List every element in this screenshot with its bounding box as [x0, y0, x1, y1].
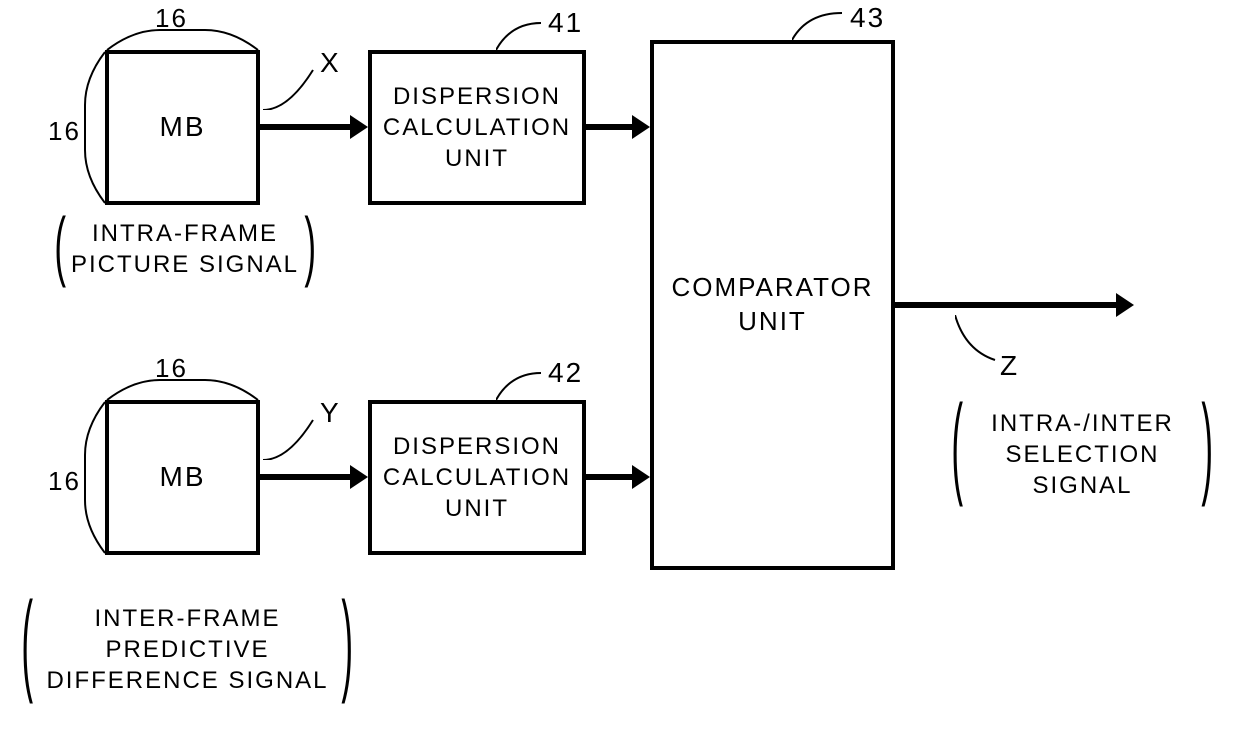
caption-mb2: INTER-FRAME PREDICTIVE DIFFERENCE SIGNAL — [35, 603, 340, 697]
mb-block-bottom: MB — [105, 400, 260, 555]
arrowhead-disp1-comp — [632, 115, 650, 139]
arrow-mb1-disp1 — [260, 124, 354, 130]
paren-left-mb2: ( — [21, 570, 34, 716]
arrow-disp1-comp — [586, 124, 636, 130]
mb-block-top: MB — [105, 50, 260, 205]
dispersion-unit-top: DISPERSION CALCULATION UNIT — [368, 50, 586, 205]
ref-number-43: 43 — [850, 0, 885, 36]
leader-y — [263, 410, 328, 460]
ref-number-42: 42 — [548, 355, 583, 391]
dim-label-mb1-left: 16 — [48, 115, 81, 149]
signal-letter-z: Z — [1000, 348, 1019, 384]
leader-42 — [496, 368, 546, 400]
leader-z — [955, 315, 1005, 370]
signal-letter-y: Y — [320, 395, 341, 431]
paren-right-output: ) — [1201, 373, 1214, 519]
paren-right-mb1: ) — [304, 195, 317, 295]
dim-label-mb2-top: 16 — [155, 352, 188, 386]
arrowhead-disp2-comp — [632, 465, 650, 489]
arrow-mb2-disp2 — [260, 474, 354, 480]
paren-left-output: ( — [951, 373, 964, 519]
leader-43 — [792, 8, 847, 40]
signal-letter-x: X — [320, 45, 341, 81]
dispersion-unit-bottom: DISPERSION CALCULATION UNIT — [368, 400, 586, 555]
caption-mb1: INTRA-FRAME PICTURE SIGNAL — [70, 218, 300, 280]
dim-label-mb1-top: 16 — [155, 2, 188, 36]
comparator-unit: COMPARATOR UNIT — [650, 40, 895, 570]
dim-arc-mb2-left — [83, 400, 105, 555]
paren-right-mb2: ) — [341, 570, 354, 716]
arrowhead-mb2-disp2 — [350, 465, 368, 489]
dim-label-mb2-left: 16 — [48, 465, 81, 499]
arrowhead-mb1-disp1 — [350, 115, 368, 139]
leader-41 — [496, 18, 546, 50]
dim-arc-mb1-left — [83, 50, 105, 205]
caption-output: INTRA-/INTER SELECTION SIGNAL — [965, 408, 1200, 502]
leader-x — [263, 60, 328, 110]
paren-left-mb1: ( — [54, 195, 67, 295]
ref-number-41: 41 — [548, 5, 583, 41]
arrow-comp-out — [895, 302, 1120, 308]
arrowhead-comp-out — [1116, 293, 1134, 317]
arrow-disp2-comp — [586, 474, 636, 480]
